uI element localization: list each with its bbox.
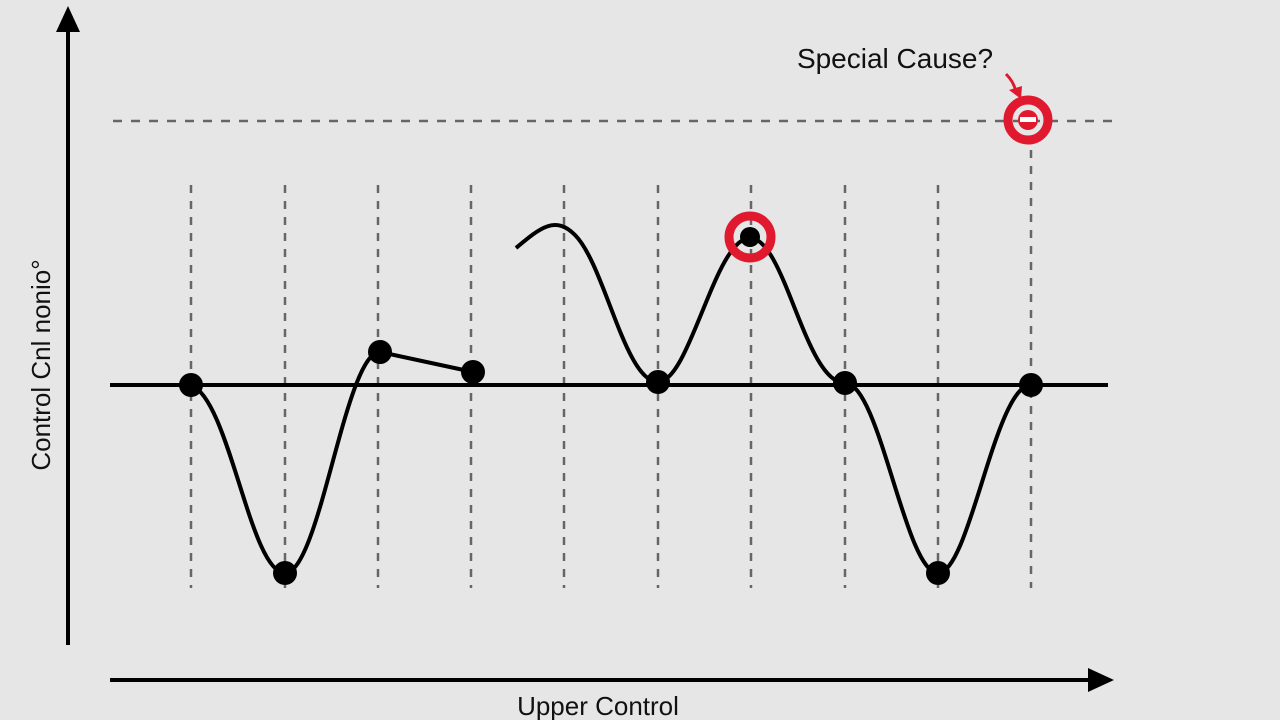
- highlight-ring: [724, 211, 776, 263]
- annotation: Special Cause?: [797, 43, 993, 74]
- point: [461, 360, 485, 384]
- point: [273, 561, 297, 585]
- point: [179, 373, 203, 397]
- vertical-guides: [189, 150, 1033, 588]
- x-axis-arrow: [1088, 668, 1114, 692]
- data-points: [179, 340, 1043, 585]
- special-cause-mark: [1020, 117, 1036, 122]
- point: [646, 370, 670, 394]
- y-axis-label: Control Cnl nonio°: [26, 259, 56, 470]
- point: [1019, 373, 1043, 397]
- point: [926, 561, 950, 585]
- x-axis-label: Upper Control: [517, 691, 679, 720]
- point: [740, 227, 760, 247]
- point: [368, 340, 392, 364]
- point: [833, 371, 857, 395]
- y-axis-arrow: [56, 6, 80, 32]
- special-cause-ring: [1003, 95, 1053, 145]
- annotation-arrowhead: [1009, 86, 1022, 99]
